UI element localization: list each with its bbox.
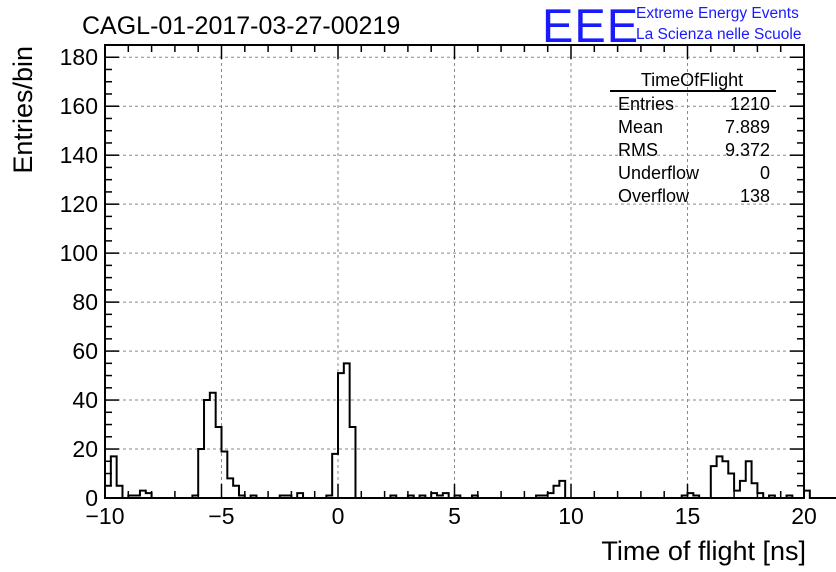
x-tick-label: 5 [448,503,461,529]
logo-line-1: Extreme Energy Events [636,5,799,22]
stats-row-value: 1210 [730,94,770,114]
plot-frame [104,44,805,499]
y-tick-label: 20 [72,436,98,462]
x-tick-label: 15 [675,503,701,529]
axis-ticks [104,44,805,499]
stats-row-value: 138 [740,186,770,206]
x-tick-label: 10 [558,503,584,529]
logo-line-2: La Scienza nelle Scuole [636,26,801,43]
x-tick-label: 0 [332,503,345,529]
stats-row-value: 9.372 [725,140,770,160]
y-tick-label: 60 [72,338,98,364]
y-tick-label: 180 [60,44,98,70]
y-tick-label: 120 [60,191,98,217]
y-tick-label: 100 [60,240,98,266]
eee-logo: EEE Extreme Energy Events La Scienza nel… [542,0,801,52]
x-tick-label: −10 [85,503,124,529]
axis-tick-labels: −10 −5 0 5 10 15 20 0 20 40 60 80 100 120 140 160 180 [60,44,817,529]
stats-row-value: 0 [760,163,770,183]
y-tick-label: 80 [72,289,98,315]
run-title: CAGL-01-2017-03-27-00219 [82,12,400,40]
stats-row-label: Entries [618,94,674,114]
y-tick-label: 40 [72,387,98,413]
logo-mark: EEE [542,0,639,52]
stats-box: TimeOfFlight Entries 1210 Mean 7.889 RMS 9.37… [610,70,776,206]
stats-row-value: 7.889 [725,117,770,137]
stats-title: TimeOfFlight [641,70,743,90]
y-tick-label: 0 [85,485,98,511]
stats-row-label: Underflow [618,163,700,183]
y-tick-label: 140 [60,142,98,168]
grid-lines [105,45,804,498]
stats-row-label: Mean [618,117,663,137]
x-tick-label: 20 [791,503,817,529]
x-axis-title: Time of flight [ns] [601,536,806,566]
y-tick-label: 160 [60,93,98,119]
stats-row-label: RMS [618,140,658,160]
stats-row-label: Overflow [618,186,690,206]
x-tick-label: −5 [208,503,234,529]
y-axis-title: Entries/bin [8,46,38,174]
